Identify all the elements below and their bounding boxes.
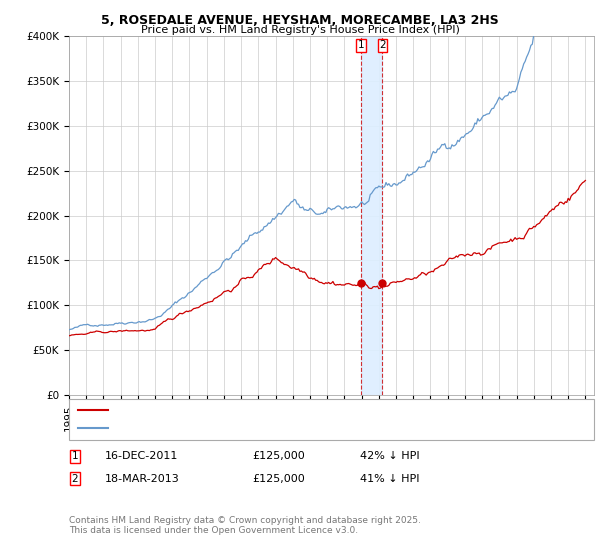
Text: 1: 1 (71, 451, 79, 461)
Text: £125,000: £125,000 (252, 451, 305, 461)
Text: 5, ROSEDALE AVENUE, HEYSHAM, MORECAMBE, LA3 2HS: 5, ROSEDALE AVENUE, HEYSHAM, MORECAMBE, … (101, 14, 499, 27)
Text: 2: 2 (71, 474, 79, 484)
Text: 41% ↓ HPI: 41% ↓ HPI (360, 474, 419, 484)
Text: 5, ROSEDALE AVENUE, HEYSHAM, MORECAMBE, LA3 2HS (detached house): 5, ROSEDALE AVENUE, HEYSHAM, MORECAMBE, … (114, 405, 505, 415)
Text: 42% ↓ HPI: 42% ↓ HPI (360, 451, 419, 461)
Text: £125,000: £125,000 (252, 474, 305, 484)
Text: Price paid vs. HM Land Registry's House Price Index (HPI): Price paid vs. HM Land Registry's House … (140, 25, 460, 35)
Text: 16-DEC-2011: 16-DEC-2011 (105, 451, 178, 461)
Text: 2: 2 (379, 40, 386, 50)
Text: Contains HM Land Registry data © Crown copyright and database right 2025.
This d: Contains HM Land Registry data © Crown c… (69, 516, 421, 535)
Text: HPI: Average price, detached house, Lancaster: HPI: Average price, detached house, Lanc… (114, 423, 358, 433)
Text: 18-MAR-2013: 18-MAR-2013 (105, 474, 180, 484)
Bar (361, 36, 382, 395)
Text: 1: 1 (358, 40, 364, 50)
